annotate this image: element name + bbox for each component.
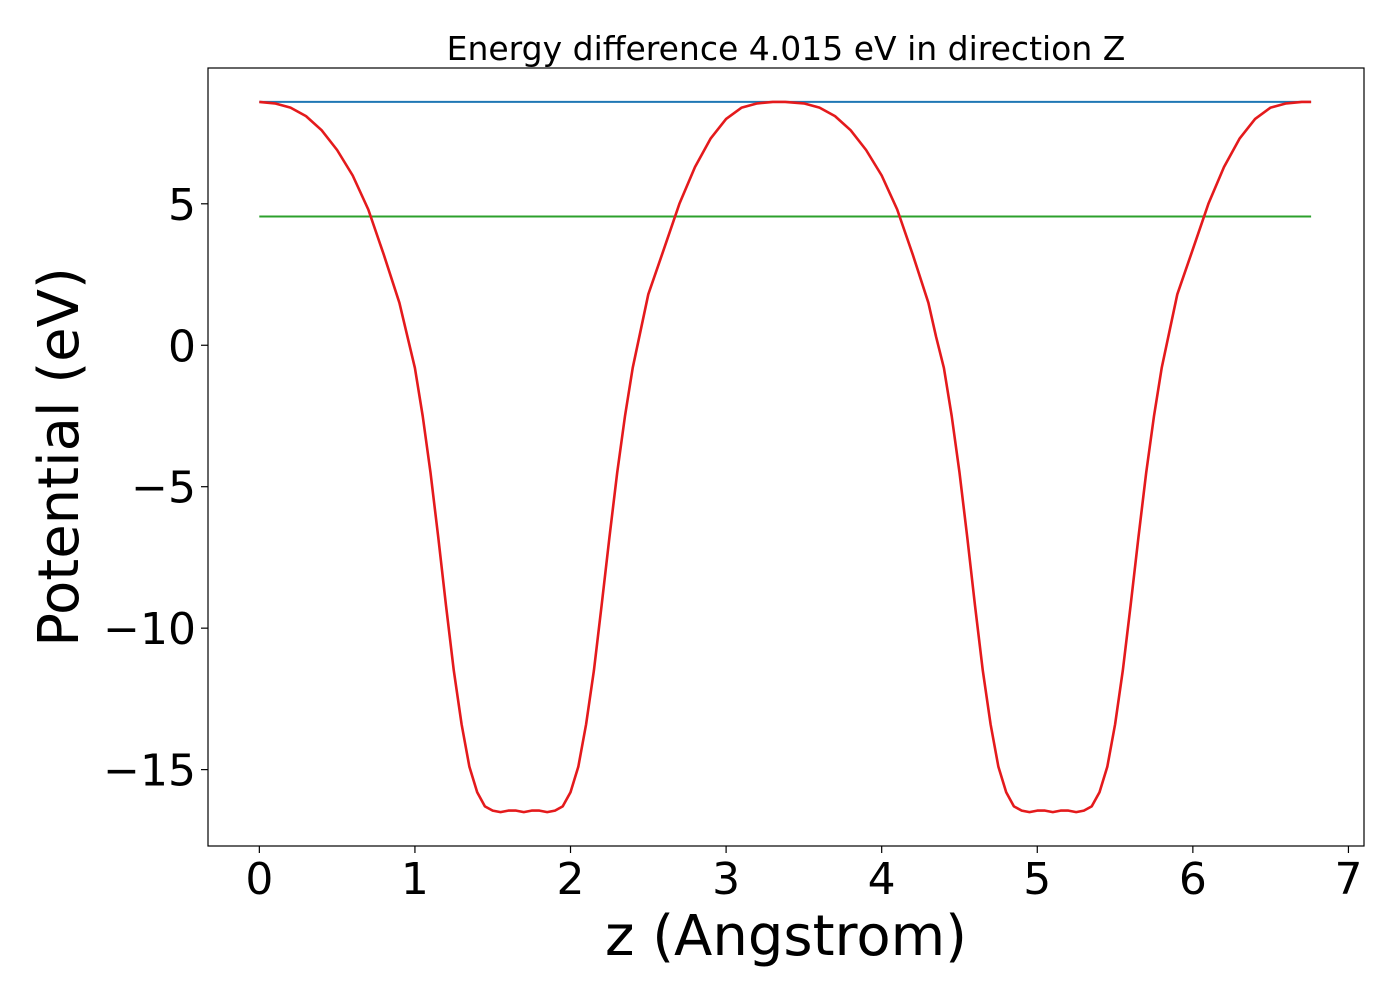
chart-title: Energy difference 4.015 eV in direction … <box>447 29 1126 68</box>
x-tick-label: 2 <box>557 854 585 905</box>
series-group <box>259 100 1312 814</box>
x-tick-label: 1 <box>401 854 429 905</box>
x-tick-label: 5 <box>1023 854 1051 905</box>
y-tick-label: −15 <box>103 746 196 797</box>
y-tick-label: −5 <box>131 463 196 514</box>
series-line-2 <box>259 100 1312 814</box>
x-axis-ticks: 0 1 2 3 4 5 6 7 <box>245 846 1362 905</box>
x-tick-label: 4 <box>868 854 896 905</box>
y-axis-ticks: −15 −10 −5 0 5 <box>103 180 208 797</box>
plot-area <box>207 67 1365 847</box>
x-tick-label: 3 <box>712 854 740 905</box>
x-tick-label: 7 <box>1334 854 1362 905</box>
plot-frame <box>207 67 1365 847</box>
y-tick-label: 5 <box>168 180 196 231</box>
x-axis-title: z (Angstrom) <box>605 904 967 969</box>
x-tick-label: 0 <box>245 854 273 905</box>
y-axis-title: Potential (eV) <box>27 267 92 647</box>
y-tick-label: 0 <box>168 321 196 372</box>
y-tick-label: −10 <box>103 604 196 655</box>
x-tick-label: 6 <box>1179 854 1207 905</box>
